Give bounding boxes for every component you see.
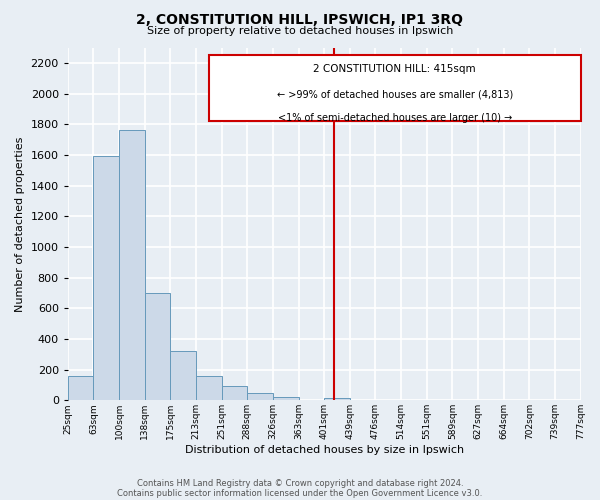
X-axis label: Distribution of detached houses by size in Ipswich: Distribution of detached houses by size … xyxy=(185,445,464,455)
Bar xyxy=(324,398,350,400)
Text: ← >99% of detached houses are smaller (4,813): ← >99% of detached houses are smaller (4… xyxy=(277,90,513,100)
Bar xyxy=(68,376,94,400)
Bar xyxy=(119,130,145,400)
Bar xyxy=(247,394,273,400)
Text: Contains HM Land Registry data © Crown copyright and database right 2024.: Contains HM Land Registry data © Crown c… xyxy=(137,478,463,488)
Text: Size of property relative to detached houses in Ipswich: Size of property relative to detached ho… xyxy=(147,26,453,36)
Bar xyxy=(170,351,196,401)
Text: 2 CONSTITUTION HILL: 415sqm: 2 CONSTITUTION HILL: 415sqm xyxy=(313,64,476,74)
Text: <1% of semi-detached houses are larger (10) →: <1% of semi-detached houses are larger (… xyxy=(278,112,512,122)
Y-axis label: Number of detached properties: Number of detached properties xyxy=(15,136,25,312)
Bar xyxy=(196,376,221,400)
Bar xyxy=(94,156,119,400)
Bar xyxy=(145,293,170,401)
Bar xyxy=(273,397,299,400)
FancyBboxPatch shape xyxy=(209,55,581,121)
Text: Contains public sector information licensed under the Open Government Licence v3: Contains public sector information licen… xyxy=(118,488,482,498)
Text: 2, CONSTITUTION HILL, IPSWICH, IP1 3RQ: 2, CONSTITUTION HILL, IPSWICH, IP1 3RQ xyxy=(137,12,464,26)
Bar xyxy=(221,386,247,400)
